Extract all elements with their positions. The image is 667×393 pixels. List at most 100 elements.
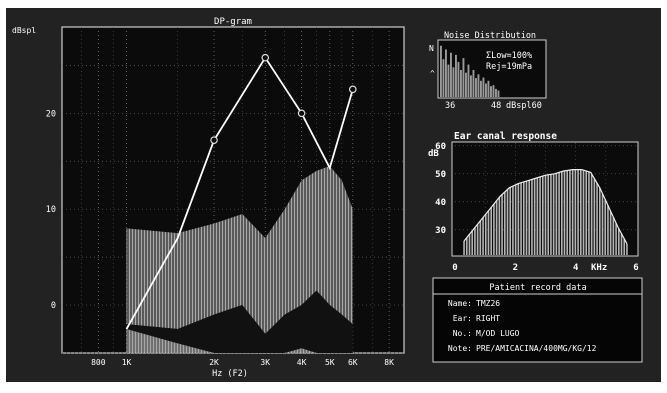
ear-canal-y-tick-label: 30 (435, 226, 446, 236)
ear-canal-response-bar (604, 199, 607, 255)
ear-canal-response-bar (623, 238, 626, 255)
ear-canal-response-bar (490, 207, 492, 255)
ear-canal-response-bar (517, 183, 520, 255)
ear-canal-response-bar (501, 194, 503, 255)
noise-histogram-bar (452, 67, 455, 97)
ear-canal-title: Ear canal response (454, 131, 557, 142)
noise-histogram-bar (450, 52, 452, 97)
ear-canal-response-panel: Ear canal response 60 50 40 30 0 2 4 6 dB KHz (428, 131, 639, 273)
ear-canal-response-bar (574, 169, 577, 255)
ear-canal-response-bar (474, 227, 476, 255)
ear-canal-response-bar (503, 192, 506, 255)
noise-histogram-bar (472, 70, 475, 97)
noise-histogram-bar (495, 88, 497, 97)
noise-histogram-bar (440, 45, 442, 97)
noise-histogram-bar (477, 74, 480, 97)
ear-canal-response-bar (506, 189, 509, 255)
dp-gram-chart: 20 10 0 800 1K 2K 3K 4K 5K 6K 8K DP-gram dBspl Hz… (12, 17, 405, 379)
noise-histogram-bar (455, 54, 457, 97)
ear-canal-response-bar (558, 172, 560, 255)
ear-canal-response-bar (498, 197, 501, 255)
ear-canal-response-bar (531, 179, 533, 255)
noise-histogram-bar (482, 77, 485, 97)
patient-record-field-label: Name: (448, 299, 472, 308)
noise-histogram-bar (490, 86, 492, 97)
ear-canal-response-bar (601, 193, 604, 255)
noise-histogram-bar (470, 75, 472, 97)
ear-canal-response-bar (544, 175, 547, 255)
patient-record-field-label: No.: (453, 329, 472, 338)
noise-histogram-bar (445, 49, 447, 97)
dp-gram-title: DP-gram (214, 17, 252, 27)
patient-record-title: Patient record data (489, 283, 586, 293)
noise-histogram-bar (497, 90, 500, 97)
ear-canal-response-bar (493, 204, 495, 255)
patient-record-panel: Patient record data Name: TMZ26 Ear: RIGHT N… (432, 277, 643, 363)
ear-canal-response-bar (476, 224, 479, 255)
ear-canal-response-bar (484, 214, 487, 255)
noise-histogram-bar (465, 72, 467, 97)
ear-canal-response-bar (582, 170, 585, 255)
ear-canal-response-bar (588, 171, 590, 255)
dp-gram-x-tick-label: 1K (122, 358, 132, 367)
ear-canal-response-bar (541, 176, 544, 255)
dp-gram-x-tick-label: 2K (209, 358, 219, 367)
dp-gram-y-tick-label: 10 (46, 205, 56, 215)
dp-gram-y-tick-label: 0 (51, 301, 56, 311)
ear-canal-response-line (463, 169, 628, 245)
ear-canal-response-bar (533, 178, 536, 255)
dp-gram-x-tick-label: 8K (384, 358, 394, 367)
ear-canal-response-bar (599, 187, 601, 255)
noise-histogram-bar (492, 85, 495, 97)
ear-canal-response-bar (560, 171, 563, 255)
ear-canal-response-bar (471, 230, 473, 255)
dp-gram-data-point (348, 85, 357, 94)
ear-canal-response-bar (514, 184, 517, 255)
ear-canal-x-tick-label: 6 (633, 263, 638, 273)
patient-record-field-value: M/OD LUGO (476, 329, 520, 338)
noise-histogram-bar (442, 59, 445, 97)
dp-gram-x-label: Hz (F2) (212, 369, 248, 379)
ear-canal-response-bar (579, 169, 582, 255)
patient-record-field-value: RIGHT (476, 314, 500, 323)
ear-canal-response-bar (590, 173, 593, 255)
ear-canal-y-tick-label: 50 (435, 170, 446, 180)
ear-canal-response-bar (615, 223, 617, 255)
noise-histogram-bar (447, 64, 450, 97)
ear-canal-x-tick-label: 2 (513, 263, 518, 273)
ear-canal-y-tick-label: 60 (435, 142, 446, 152)
dp-gram-noise-upper-band (126, 166, 353, 334)
noise-x-unit: dBspl60 (506, 101, 542, 111)
noise-x-tick-48: 48 (491, 101, 501, 111)
noise-distribution-n-label: N (429, 44, 434, 53)
ear-canal-response-bar (536, 177, 539, 255)
ear-canal-response-bar (593, 178, 596, 255)
noise-histogram-bar (475, 78, 477, 97)
patient-record-field-label: Note: (448, 344, 472, 353)
ear-canal-response-bar (547, 174, 550, 255)
ear-canal-response-bar (522, 181, 525, 255)
ear-canal-response-bar (482, 217, 484, 255)
ear-canal-response-bar (528, 180, 531, 255)
noise-x-tick-36: 36 (445, 101, 455, 111)
ear-canal-response-bar (626, 243, 628, 255)
ear-canal-response-bar (566, 170, 569, 255)
dp-gram-x-tick-label: 3K (260, 358, 270, 367)
dp-gram-x-tick-label: 5K (325, 358, 335, 367)
ear-canal-response-bar (596, 183, 598, 255)
ear-canal-response-bar (555, 173, 558, 255)
ear-canal-response-bar (463, 241, 465, 255)
noise-histogram-bar (467, 64, 470, 97)
ear-canal-response-bar (607, 205, 609, 255)
patient-record-field-label: Ear: (453, 314, 472, 323)
ear-canal-response-bar (520, 182, 522, 255)
noise-histogram-bar (485, 83, 487, 97)
dp-gram-x-tick-label: 4K (297, 358, 307, 367)
ear-canal-response-bar (525, 181, 528, 255)
ear-canal-response-bar (479, 220, 482, 255)
dp-gram-noise-gap (126, 290, 353, 353)
dp-gram-x-tick-label: 800 (91, 358, 106, 367)
ear-canal-response-bar (495, 200, 498, 255)
noise-distribution-caret-label: ^ (430, 69, 435, 78)
